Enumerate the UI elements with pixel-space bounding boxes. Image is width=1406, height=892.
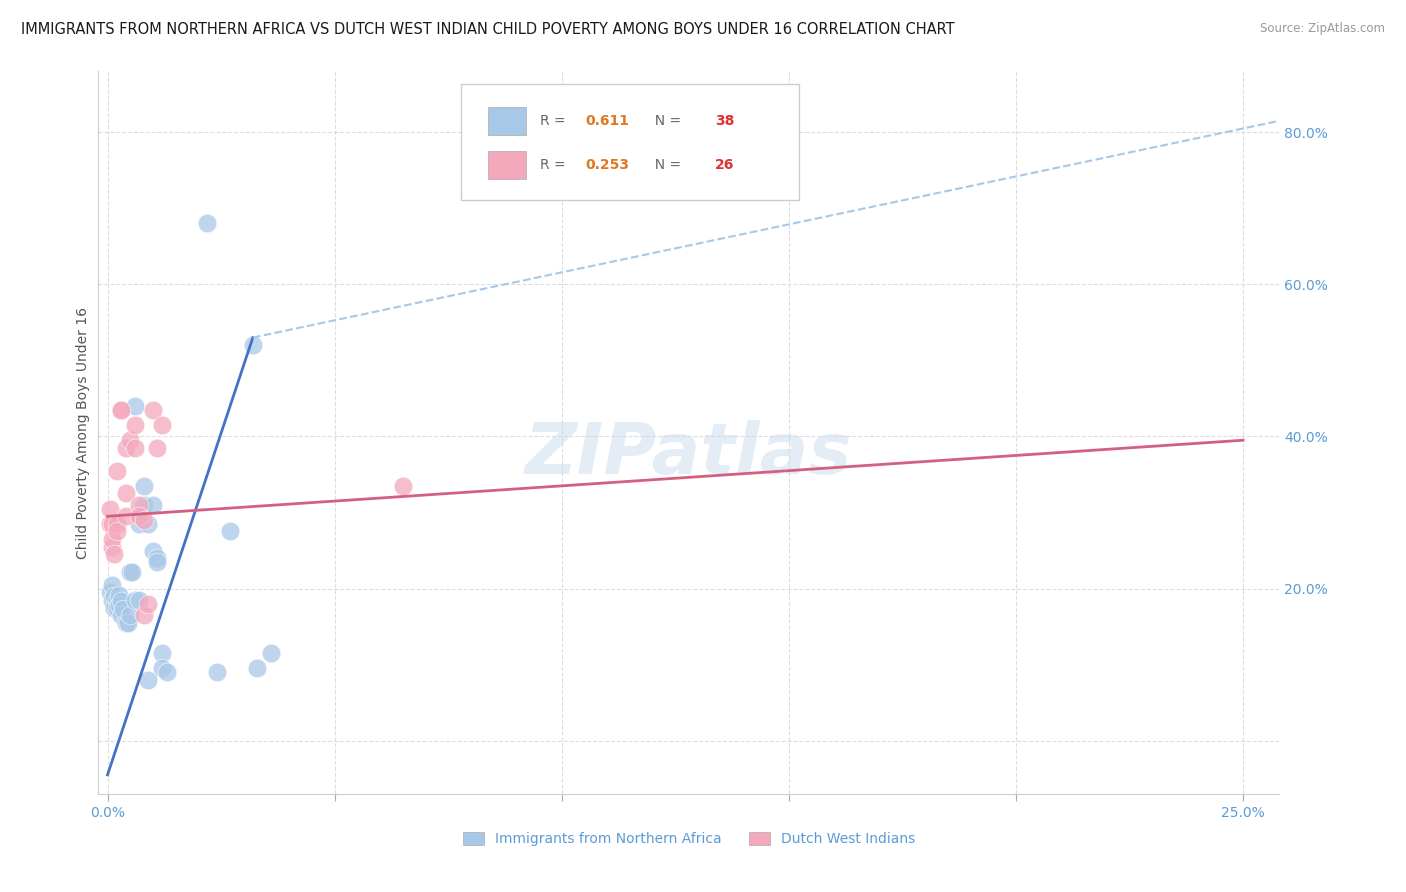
Point [105,516,128,531]
Point [124,441,146,455]
Point [132,479,155,493]
Point [105,524,128,539]
Text: R =: R = [540,114,569,128]
Text: 0.253: 0.253 [585,158,628,172]
Point [138,516,160,531]
Text: 0.611: 0.611 [585,114,628,128]
Point [120,434,142,448]
Point [120,565,142,579]
Point [103,600,125,615]
Point [103,547,125,561]
Point [112,602,135,616]
Point [108,588,131,602]
Point [128,516,150,531]
Text: 38: 38 [714,114,734,128]
Point [98,585,121,599]
Point [128,509,150,524]
Point [124,417,146,432]
Text: IMMIGRANTS FROM NORTHERN AFRICA VS DUTCH WEST INDIAN CHILD POVERTY AMONG BOYS UN: IMMIGRANTS FROM NORTHERN AFRICA VS DUTCH… [21,22,955,37]
Point [110,402,132,417]
Point [128,593,150,607]
Text: 26: 26 [714,158,734,172]
Text: R =: R = [540,158,569,172]
Point [142,498,165,512]
Point [110,594,132,608]
Point [108,599,131,613]
Text: N =: N = [647,114,686,128]
Point [138,597,160,611]
Point [205,665,228,680]
Point [101,593,124,607]
Point [150,661,173,675]
Point [101,540,124,554]
Point [101,578,124,592]
Point [114,509,136,524]
Point [110,608,132,623]
Point [103,589,125,603]
Point [391,479,413,493]
Point [98,501,121,516]
Point [105,600,128,615]
Point [120,608,142,623]
Point [132,498,155,512]
Point [121,565,143,579]
Point [260,646,283,660]
Point [142,543,165,558]
Point [242,338,264,352]
Point [132,608,155,623]
Point [117,615,139,630]
Legend: Immigrants from Northern Africa, Dutch West Indians: Immigrants from Northern Africa, Dutch W… [457,827,921,852]
Point [124,593,146,607]
FancyBboxPatch shape [488,151,526,178]
Y-axis label: Child Poverty Among Boys Under 16: Child Poverty Among Boys Under 16 [76,307,90,558]
Point [132,513,155,527]
Point [146,441,169,455]
FancyBboxPatch shape [461,84,799,200]
Point [105,593,128,607]
Point [155,665,177,680]
Point [197,217,219,231]
Point [142,402,165,417]
Point [101,532,124,546]
Point [146,555,169,569]
Point [246,661,269,675]
Point [128,498,150,512]
Point [114,615,136,630]
Text: ZIPatlas: ZIPatlas [526,420,852,489]
Point [105,464,128,478]
Text: Source: ZipAtlas.com: Source: ZipAtlas.com [1260,22,1385,36]
Point [98,516,121,531]
Point [150,417,173,432]
Point [150,646,173,660]
Point [114,441,136,455]
Point [114,486,136,500]
Point [138,673,160,687]
Point [110,402,132,417]
Text: N =: N = [647,158,686,172]
Point [219,524,242,539]
Point [124,399,146,413]
Point [146,551,169,566]
FancyBboxPatch shape [488,107,526,135]
Point [101,516,124,531]
